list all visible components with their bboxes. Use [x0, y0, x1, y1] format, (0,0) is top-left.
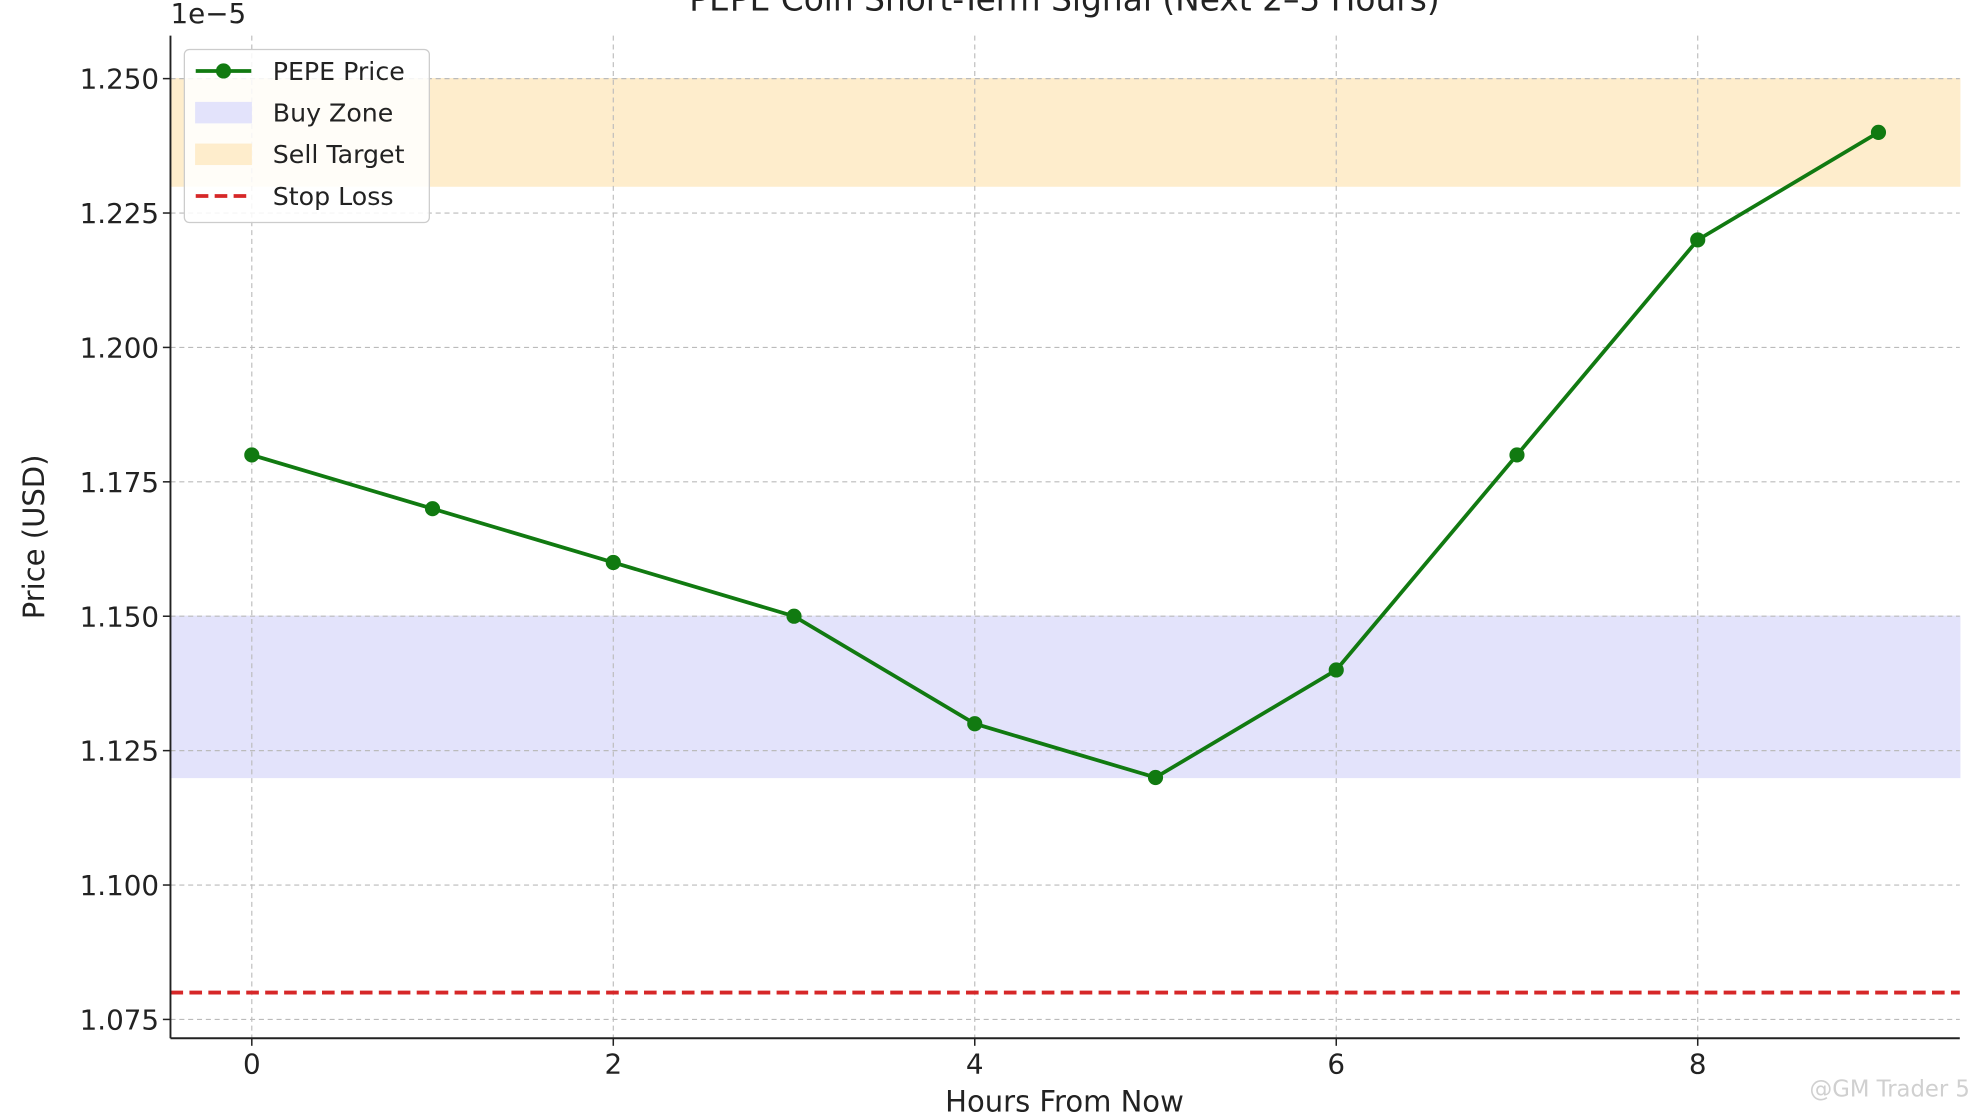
- y-tick-label: 1.150: [80, 600, 160, 633]
- y-offset-label: 1e−5: [170, 0, 246, 30]
- chart-title: PEPE Coin Short-Term Signal (Next 2–5 Ho…: [689, 0, 1439, 18]
- price-point: [244, 447, 260, 463]
- y-tick-label: 1.075: [80, 1004, 160, 1037]
- price-point: [1870, 124, 1887, 140]
- x-tick-label: 4: [966, 1048, 984, 1081]
- x-tick-label: 6: [1327, 1048, 1345, 1081]
- legend-box: [183, 48, 430, 224]
- legend-label: Stop Loss: [273, 182, 394, 211]
- y-tick-label: 1.125: [80, 735, 160, 768]
- x-tick-label: 0: [243, 1048, 261, 1081]
- x-tick-label: 8: [1689, 1048, 1707, 1081]
- legend-swatch: [215, 63, 232, 79]
- price-point: [1509, 447, 1525, 463]
- y-axis-label: Price (USD): [17, 455, 51, 620]
- price-point: [605, 554, 621, 571]
- y-tick-label: 1.100: [80, 869, 160, 902]
- price-point: [424, 501, 441, 517]
- legend-label: Buy Zone: [273, 98, 394, 127]
- x-axis-label: Hours From Now: [945, 1084, 1184, 1113]
- y-tick-label: 1.175: [80, 466, 160, 499]
- price-point: [1328, 662, 1344, 678]
- legend-label: Sell Target: [273, 140, 405, 169]
- price-point: [967, 716, 983, 732]
- legend-swatch: [195, 101, 252, 124]
- price-line: [251, 130, 1880, 780]
- y-tick-label: 1.200: [80, 332, 160, 365]
- zone-band: [169, 77, 1961, 187]
- zone-band: [169, 615, 1961, 779]
- watermark: @GM Trader 5: [1810, 1076, 1970, 1102]
- legend-label: PEPE Price: [273, 57, 405, 86]
- price-point: [786, 608, 802, 624]
- price-point: [1147, 769, 1164, 786]
- y-tick-label: 1.225: [80, 197, 160, 230]
- x-tick-label: 2: [604, 1048, 622, 1081]
- y-tick-label: 1.250: [80, 63, 160, 96]
- legend-swatch: [195, 143, 252, 166]
- price-point: [1690, 232, 1706, 248]
